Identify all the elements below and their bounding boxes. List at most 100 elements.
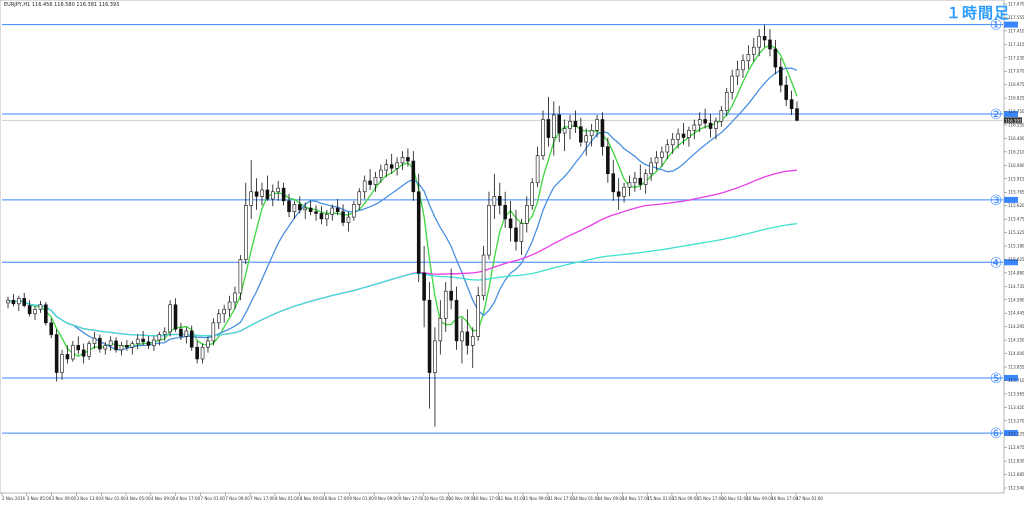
candle: [49, 322, 54, 335]
candle: [438, 317, 443, 342]
y-tick-label: 117.070: [1008, 69, 1024, 74]
x-tick-label: 4 Nov 17:00: [176, 496, 201, 501]
candle: [81, 349, 86, 357]
x-axis: 2 Nov 2016 3 Nov 05:00 3 Nov 09:00 3 Nov 13…: [1, 493, 823, 501]
level-number-3: ③: [990, 193, 1003, 209]
y-tick-label: 115.475: [1008, 217, 1024, 222]
candle: [622, 186, 626, 197]
x-tick-label: 4 Nov 05:00: [126, 496, 151, 501]
current-price-label: 116.393: [1005, 118, 1022, 123]
candle: [568, 120, 572, 129]
candle: [141, 338, 145, 343]
candle: [373, 177, 378, 185]
candle: [335, 207, 340, 212]
y-tick-label: 116.750: [1008, 109, 1024, 114]
y-tick-label: 116.975: [1008, 82, 1024, 87]
y-tick-label: 113.125: [1008, 432, 1024, 437]
candle: [465, 331, 470, 346]
candle: [751, 46, 756, 55]
candle: [400, 157, 405, 164]
x-tick-label: 4 Nov 01:00: [101, 496, 126, 501]
candle: [298, 204, 302, 211]
candle: [114, 340, 118, 351]
candle: [481, 254, 486, 297]
candle: [352, 204, 356, 218]
candle: [579, 126, 583, 143]
x-tick-label: 14 Nov 01:00: [573, 496, 600, 501]
candle: [135, 338, 140, 344]
candle: [384, 164, 389, 171]
level-number-4: ④: [990, 255, 1003, 271]
candle: [757, 36, 761, 48]
y-tick-label: 112.975: [1008, 445, 1024, 450]
y-tick-label: 117.315: [1008, 42, 1024, 47]
candle: [562, 128, 567, 134]
candle: [292, 204, 297, 212]
x-tick-label: 15 Nov 09:00: [672, 496, 699, 501]
candle: [497, 195, 502, 206]
candle: [525, 205, 529, 224]
candle: [573, 120, 578, 128]
x-tick-label: 3 Nov 09:00: [52, 496, 77, 501]
candle: [157, 334, 162, 341]
x-tick-label: 15 Nov 01:00: [647, 496, 674, 501]
candle: [87, 343, 91, 357]
y-axis: 117.670 117.555 117.410 117.315 117.230 117.0…: [1004, 2, 1024, 491]
candle: [779, 66, 783, 86]
y-tick-label: 117.410: [1008, 28, 1024, 33]
candle: [557, 114, 562, 134]
x-tick-label: 10 Nov 01:00: [424, 496, 451, 501]
candle: [595, 119, 599, 131]
y-tick-label: 113.270: [1008, 418, 1024, 423]
candle: [687, 130, 691, 138]
y-tick-label: 115.180: [1008, 244, 1024, 249]
candle: [735, 69, 740, 77]
y-tick-label: 117.670: [1008, 2, 1024, 7]
y-tick-label: 114.735: [1008, 284, 1024, 289]
candle: [319, 213, 324, 220]
candle: [211, 322, 216, 342]
y-tick-label: 117.230: [1008, 55, 1024, 60]
candle: [233, 292, 237, 303]
candle: [200, 346, 205, 360]
candle: [433, 340, 437, 373]
candle: [546, 119, 551, 138]
candle: [714, 120, 718, 129]
current-price-tag: [1004, 117, 1022, 124]
candle: [530, 182, 534, 206]
x-tick-label: 16 Nov 09:00: [746, 496, 773, 501]
candle: [600, 119, 605, 147]
candle: [541, 119, 545, 156]
moving-average-line-3: [7, 169, 798, 337]
y-tick-label: 115.765: [1008, 190, 1024, 195]
candle: [314, 211, 318, 214]
y-tick-label: 113.565: [1008, 391, 1024, 396]
y-tick-label: 114.000: [1008, 351, 1024, 356]
candle: [308, 207, 313, 212]
y-tick-label: 117.555: [1008, 15, 1024, 20]
candle: [265, 189, 270, 200]
level-number-6: ⑥: [990, 426, 1003, 442]
candle: [276, 187, 280, 193]
candle: [627, 182, 632, 188]
candle: [11, 299, 16, 305]
moving-average-line-1: [7, 44, 798, 358]
candle: [179, 328, 183, 337]
level-price-tag-4: [1004, 259, 1018, 266]
candle: [17, 298, 21, 305]
y-tick-label: 114.295: [1008, 324, 1024, 329]
level-number-2: ②: [990, 107, 1003, 123]
y-tick-label: 116.550: [1008, 123, 1024, 128]
y-tick-label: 112.685: [1008, 472, 1024, 477]
candle: [795, 108, 799, 121]
candle: [254, 191, 259, 197]
y-tick-label: 113.710: [1008, 378, 1024, 383]
x-tick-label: 17 Nov 01:00: [796, 496, 823, 501]
y-tick-label: 114.445: [1008, 311, 1024, 316]
candle: [395, 162, 399, 169]
moving-average-line-2: [7, 67, 798, 351]
candle: [346, 216, 351, 223]
x-tick-label: 9 Nov 01:00: [349, 496, 374, 501]
candle: [514, 227, 518, 242]
y-tick-label: 112.830: [1008, 459, 1024, 464]
